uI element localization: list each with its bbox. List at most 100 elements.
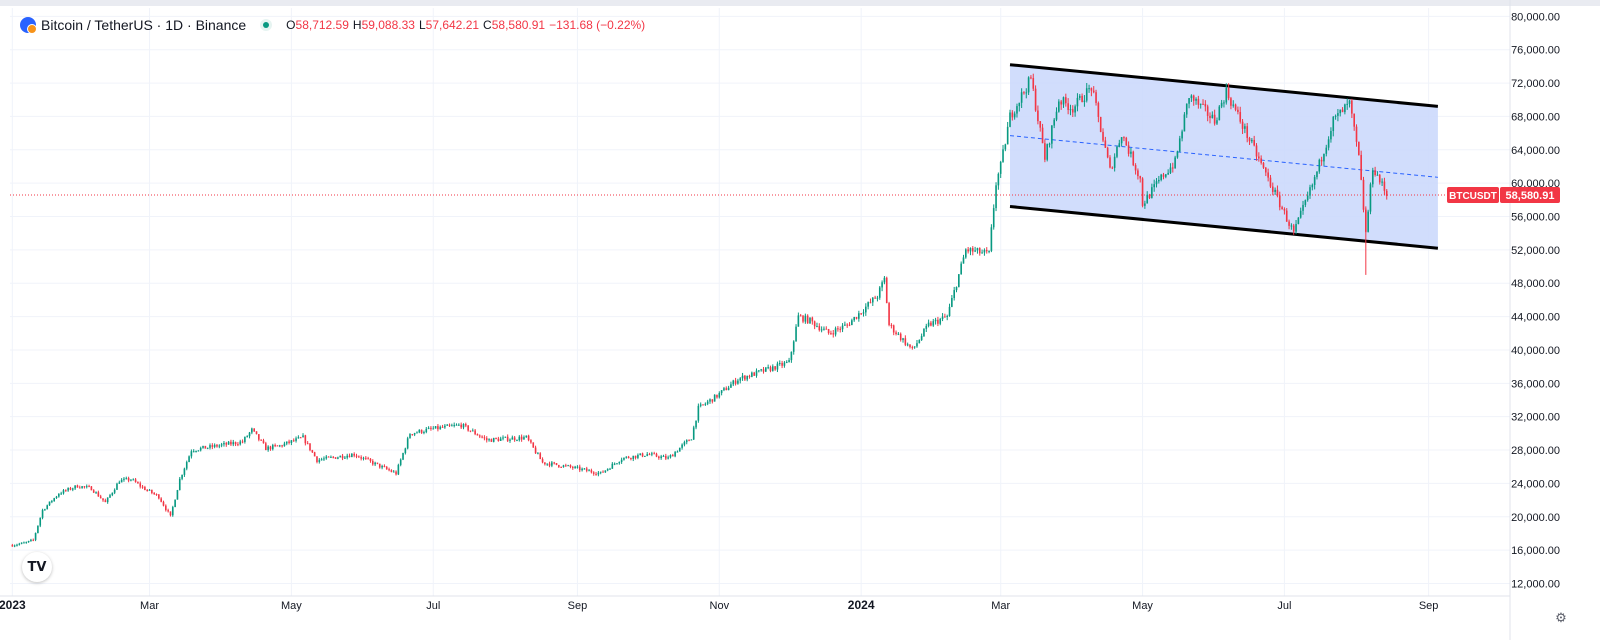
candle-body [823,328,825,330]
grid-lines [0,0,1511,640]
candle-body [65,490,67,492]
candle-body [474,430,476,435]
candle-body [1111,167,1114,169]
candle-body [753,372,755,376]
candle-body [367,458,369,460]
candle-body [716,394,718,398]
candle-body [160,498,162,502]
candlesticks [11,73,1388,548]
candle-body [727,387,730,391]
candle-body [855,317,858,319]
candle-body [767,367,769,369]
candle-body [897,333,900,335]
candle-body [174,499,176,508]
channel-upper-line[interactable] [1009,63,1439,108]
candle-body [402,453,404,460]
candle-body [288,441,290,443]
candle-body [646,454,649,456]
candle-body [1246,126,1249,138]
candle-body [1302,204,1304,211]
candle-body [895,332,897,335]
candle-body [418,429,421,433]
candle-body [1130,151,1132,154]
descending-channel [10,63,1510,250]
candle-body [292,440,295,442]
candle-body [299,437,302,439]
candle-body [667,457,669,459]
candle-body [509,439,511,441]
candle-body [267,446,269,451]
candle-body [695,420,697,428]
candle-body [723,388,725,391]
gear-icon[interactable]: ⚙ [1555,610,1567,625]
candle-body [1292,225,1295,232]
candle-body [883,277,886,283]
symbol-legend[interactable]: Bitcoin / TetherUS · 1D · Binance O58,71… [20,15,645,35]
candle-body [178,478,181,491]
time-tick-label: Mar [140,600,159,612]
candle-body [925,325,928,329]
candle-body [985,249,988,252]
candle-body [437,426,439,430]
candle-body [1092,90,1095,93]
candle-body [355,455,358,457]
channel-lower-line[interactable] [1009,205,1439,250]
candle-body [237,444,239,446]
price-tick-label: 76,000.00 [1511,45,1560,57]
candle-body [962,257,965,264]
candle-body [1195,98,1197,101]
candle-body [30,539,32,541]
tradingview-logo[interactable]: TV [22,552,52,582]
candle-body [185,462,188,469]
candle-body [530,440,532,443]
candle-body [106,497,109,503]
candle-body [804,315,807,322]
candle-body [734,380,737,384]
candle-body [1358,141,1360,155]
candle-body [1188,98,1190,104]
candle-body [1134,165,1137,171]
candle-body [281,445,283,447]
candle-body [1185,103,1188,115]
candle-body [432,428,435,430]
candle-body [616,463,618,465]
candle-body [1151,187,1153,198]
candle-body [844,324,846,326]
candle-body [1099,116,1102,132]
candle-body [834,328,837,335]
candle-body [918,340,921,344]
candle-body [569,465,572,468]
candle-body [1204,103,1207,107]
candle-body [1174,157,1176,169]
candle-body [825,328,828,330]
candle-body [1160,174,1162,180]
candle-body [604,470,607,473]
candle-body [427,427,430,429]
candle-body [748,375,751,377]
candle-body [1234,104,1237,110]
candle-body [1144,203,1146,206]
candle-body [932,321,935,326]
candle-body [858,313,860,319]
symbol-title[interactable]: Bitcoin / TetherUS · 1D · Binance [41,17,247,33]
candle-body [1176,151,1179,158]
candle-body [358,456,360,458]
candle-body [1085,88,1088,101]
candle-body [718,393,721,398]
candle-body [946,315,949,317]
candle-body [306,443,309,445]
candle-body [1248,137,1251,142]
candle-body [274,445,276,447]
candle-body [283,443,286,447]
candle-body [11,545,14,547]
candle-body [1060,101,1062,105]
candle-body [225,442,228,445]
candle-body [1102,131,1104,141]
candle-body [504,436,507,438]
candle-body [1230,98,1232,106]
candle-body [276,445,279,447]
candle-body [1241,121,1244,129]
candle-body [560,466,562,468]
candle-body [799,315,802,317]
